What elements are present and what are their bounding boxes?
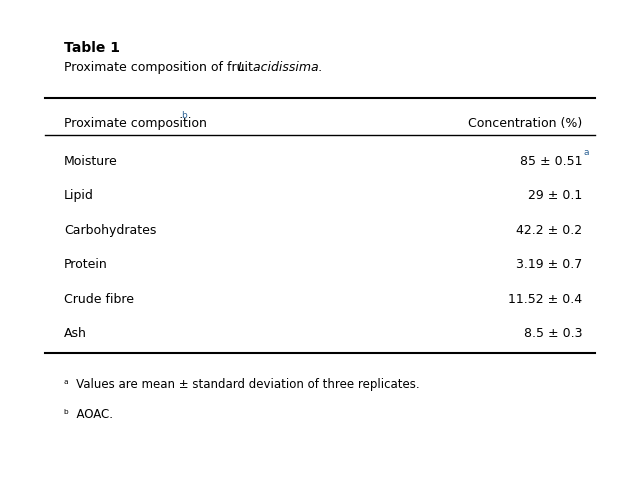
Text: Proximate composition: Proximate composition [64, 117, 207, 130]
Text: ᵃ  Values are mean ± standard deviation of three replicates.: ᵃ Values are mean ± standard deviation o… [64, 378, 420, 391]
Text: b: b [182, 111, 188, 120]
Text: 3.19 ± 0.7: 3.19 ± 0.7 [516, 258, 582, 271]
Text: Protein: Protein [64, 258, 108, 271]
Text: Carbohydrates: Carbohydrates [64, 224, 156, 237]
Text: 8.5 ± 0.3: 8.5 ± 0.3 [524, 327, 582, 340]
Text: ᵇ  AOAC.: ᵇ AOAC. [64, 408, 113, 421]
Text: L. acidissima.: L. acidissima. [237, 61, 322, 74]
Text: Crude fibre: Crude fibre [64, 293, 134, 306]
Text: 42.2 ± 0.2: 42.2 ± 0.2 [516, 224, 582, 237]
Text: Lipid: Lipid [64, 189, 94, 202]
Text: Table 1: Table 1 [64, 41, 120, 55]
Text: Concentration (%): Concentration (%) [468, 117, 582, 130]
Text: 11.52 ± 0.4: 11.52 ± 0.4 [508, 293, 582, 306]
Text: Moisture: Moisture [64, 155, 118, 168]
Text: Ash: Ash [64, 327, 87, 340]
Text: a: a [584, 148, 589, 157]
Text: Proximate composition of fruit: Proximate composition of fruit [64, 61, 257, 74]
Text: 85 ± 0.51: 85 ± 0.51 [520, 155, 582, 168]
Text: 29 ± 0.1: 29 ± 0.1 [528, 189, 582, 202]
